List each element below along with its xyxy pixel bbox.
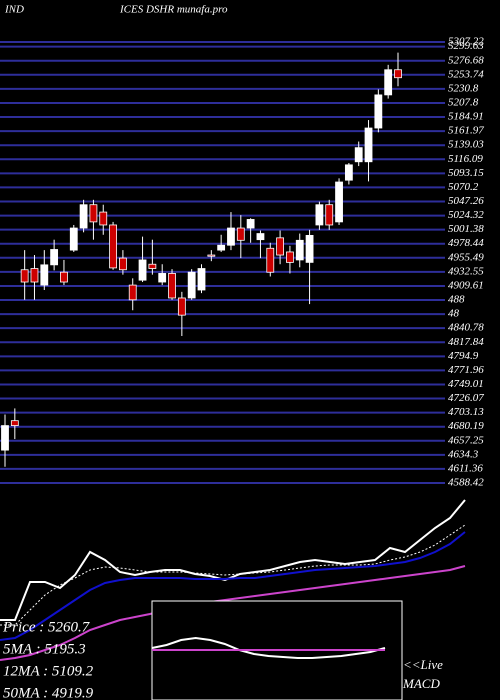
indicator-line (0, 565, 466, 661)
y-tick-label: 48 (448, 308, 460, 320)
candle-body (286, 251, 294, 263)
candle-body (227, 227, 235, 246)
candle-body (10, 420, 19, 426)
candle-body (295, 239, 304, 261)
y-tick-label: 5116.09 (448, 153, 483, 165)
y-tick-label: 5047.26 (448, 195, 484, 207)
info-text: 50MA : 4919.9 (3, 685, 94, 700)
title-right: ICES DSHR munafa.pro (119, 4, 228, 16)
candle-body (128, 284, 137, 301)
candle-body (325, 204, 334, 226)
y-tick-label: 5230.8 (448, 82, 479, 94)
candle-body (60, 271, 68, 283)
candle-body (138, 259, 147, 281)
y-tick-label: 4634.3 (448, 448, 479, 460)
info-text: Price : 5260.7 (2, 619, 91, 635)
y-tick-label: 4657.25 (448, 434, 484, 446)
candle-body (197, 268, 206, 291)
title-left: IND (4, 4, 24, 16)
candle-body (384, 69, 393, 96)
candle-body (119, 257, 127, 271)
y-tick-label: 4909.61 (448, 279, 484, 291)
candle-body (394, 69, 402, 79)
y-tick-label: 4703.13 (448, 406, 484, 418)
y-tick-label: 5070.2 (448, 181, 479, 193)
y-tick-label: 5276.68 (448, 54, 484, 66)
candle-body (305, 234, 314, 263)
candle-body (148, 263, 157, 269)
candle-body (187, 271, 196, 299)
info-text: 12MA : 5109.2 (3, 663, 94, 679)
candle-body (344, 164, 353, 181)
candle-body (236, 227, 245, 241)
candle-body (99, 211, 108, 226)
candle-body (50, 249, 59, 266)
y-tick-label: 4817.84 (448, 336, 484, 348)
y-tick-label: 5299.63 (448, 40, 484, 52)
y-tick-label: 4955.49 (448, 251, 484, 263)
candle-body (364, 127, 373, 163)
y-tick-label: 4726.07 (448, 392, 484, 404)
candle-body (374, 94, 383, 129)
y-tick-label: 5207.8 (448, 97, 479, 109)
candle-body (246, 219, 255, 229)
candle-body (109, 224, 117, 269)
y-tick-label: 5184.91 (448, 111, 484, 123)
y-tick-label: 5307.22 (448, 36, 484, 48)
candle-body (89, 204, 98, 223)
candle-body (354, 147, 363, 163)
candle-body (207, 254, 216, 257)
y-tick-label: 4771.96 (448, 364, 484, 376)
candle-body (168, 273, 176, 299)
y-tick-label: 4840.78 (448, 322, 484, 334)
y-tick-label: 5161.97 (448, 125, 484, 137)
y-tick-label: 4978.44 (448, 237, 484, 249)
candle-body (79, 204, 88, 229)
candle-body (1, 425, 9, 451)
macd-label: MACD (402, 676, 440, 691)
y-tick-label: 488 (448, 294, 465, 306)
y-tick-label: 4749.01 (448, 378, 484, 390)
info-text: 5MA : 5195.3 (3, 641, 86, 657)
y-tick-label: 5139.03 (448, 139, 484, 151)
indicator-line (0, 531, 466, 641)
indicator-line (0, 524, 466, 626)
y-tick-label: 4611.36 (448, 462, 483, 474)
indicator-line (0, 499, 466, 621)
y-tick-label: 5093.15 (448, 167, 484, 179)
y-tick-label: 4794.9 (448, 350, 479, 362)
candle-body (30, 268, 39, 283)
candle-body (266, 247, 275, 273)
macd-line (151, 636, 386, 659)
candle-body (40, 264, 49, 286)
candle-body (177, 297, 186, 316)
y-tick-label: 5024.32 (448, 209, 484, 221)
live-label: <<Live (403, 657, 443, 672)
candle-body (276, 237, 285, 256)
candle-body (20, 269, 29, 283)
candle-body (158, 273, 167, 283)
y-tick-label: 4680.19 (448, 420, 484, 432)
y-tick-label: 4588.42 (448, 477, 484, 489)
y-tick-label: 5253.74 (448, 68, 484, 80)
candle-body (315, 204, 324, 226)
candle-body (335, 181, 343, 223)
candle-body (256, 233, 265, 241)
y-tick-label: 4932.55 (448, 265, 484, 277)
y-tick-label: 5001.38 (448, 223, 484, 235)
candle-body (217, 244, 226, 251)
candle-body (69, 227, 78, 251)
